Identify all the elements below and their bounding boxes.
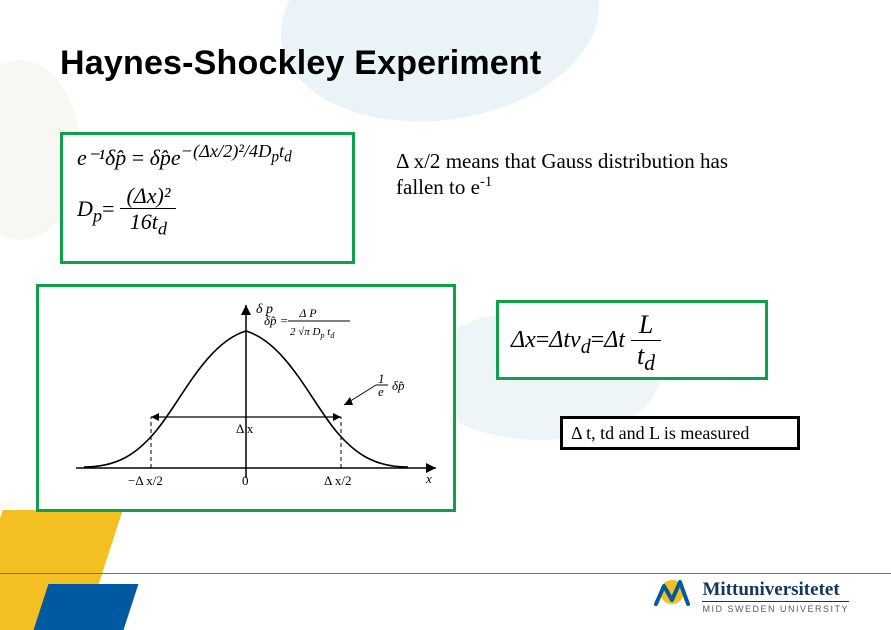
deltax-mid: Δtνd xyxy=(549,327,590,354)
xtick-right: Δ x/2 xyxy=(324,473,352,488)
x-axis-label: x xyxy=(425,471,432,486)
logo-name: Mittuniversitetet xyxy=(702,579,849,601)
eq2-fraction: (Δx)² 16td xyxy=(120,183,176,235)
eq2-numerator: (Δx)² xyxy=(120,183,176,208)
y-axis-arrow-icon xyxy=(241,305,251,315)
eq2-denominator: 16td xyxy=(124,209,173,234)
peak-formula-den: 2 √π Dp td xyxy=(290,326,335,340)
marker-arrow-icon xyxy=(344,397,353,405)
eq2-lhs: Dp xyxy=(77,196,102,222)
deltax-lhs: Δx xyxy=(511,327,536,354)
arrow-left-icon xyxy=(151,413,159,421)
equation-exponential: e⁻¹δp̂ = δp̂e−(Δx/2)²/4Dptd xyxy=(77,145,338,171)
gaussian-plot: δ p x −Δ x/2 0 Δ x/2 Δ x 1 e δp̂ δp̂ = Δ… xyxy=(45,293,447,503)
eq1-equals: = xyxy=(132,145,144,170)
peak-formula-num: Δ P xyxy=(298,306,317,320)
equation-dp: Dp = (Δx)² 16td xyxy=(77,183,338,235)
xtick-center: 0 xyxy=(242,473,249,488)
explain-body: means that Gauss distribution has fallen… xyxy=(396,149,728,199)
deltax-equation-box: Δx = Δtνd = Δt L td xyxy=(496,300,768,380)
xtick-left: −Δ x/2 xyxy=(128,473,163,488)
deltax-eq2: = xyxy=(591,327,605,354)
eq1-rhs-base: δp̂e xyxy=(150,145,181,170)
deltax-den: td xyxy=(631,341,661,371)
deltax-num: L xyxy=(633,310,659,340)
measurement-note: Δ t, td and L is measured xyxy=(571,423,749,444)
bg-blue-bar xyxy=(32,584,139,630)
explain-text: Δ x/2 means that Gauss distribution has … xyxy=(396,148,756,201)
e-level-den: e xyxy=(378,384,384,399)
logo-subtitle: MID SWEDEN UNIVERSITY xyxy=(702,601,849,614)
explain-lead: Δ x/2 xyxy=(396,149,440,173)
deltax-fraction: L td xyxy=(631,310,661,371)
eq2-equals: = xyxy=(102,196,114,222)
gaussian-plot-box: δ p x −Δ x/2 0 Δ x/2 Δ x 1 e δp̂ δp̂ = Δ… xyxy=(36,284,456,512)
explain-sup: -1 xyxy=(480,174,492,190)
eq1-lhs: e⁻¹δp̂ xyxy=(77,145,126,170)
logo-mark-icon xyxy=(650,570,694,614)
arrow-right-icon xyxy=(333,413,341,421)
deltax-eq1: = xyxy=(536,327,550,354)
slide-title: Haynes-Shockley Experiment xyxy=(60,44,541,83)
measurement-note-box: Δ t, td and L is measured xyxy=(560,416,800,450)
peak-formula-lhs: δp̂ = xyxy=(264,313,289,328)
eq1-exponent: −(Δx/2)²/4Dptd xyxy=(181,141,292,161)
university-logo: Mittuniversitetet MID SWEDEN UNIVERSITY xyxy=(650,570,849,614)
deltax-rhs-pre: Δt xyxy=(604,327,625,354)
e-level-dp: δp̂ xyxy=(392,378,405,393)
logo-text: Mittuniversitetet MID SWEDEN UNIVERSITY xyxy=(702,579,849,614)
equations-box: e⁻¹δp̂ = δp̂e−(Δx/2)²/4Dptd Dp = (Δx)² 1… xyxy=(60,132,355,264)
width-label: Δ x xyxy=(236,421,254,436)
